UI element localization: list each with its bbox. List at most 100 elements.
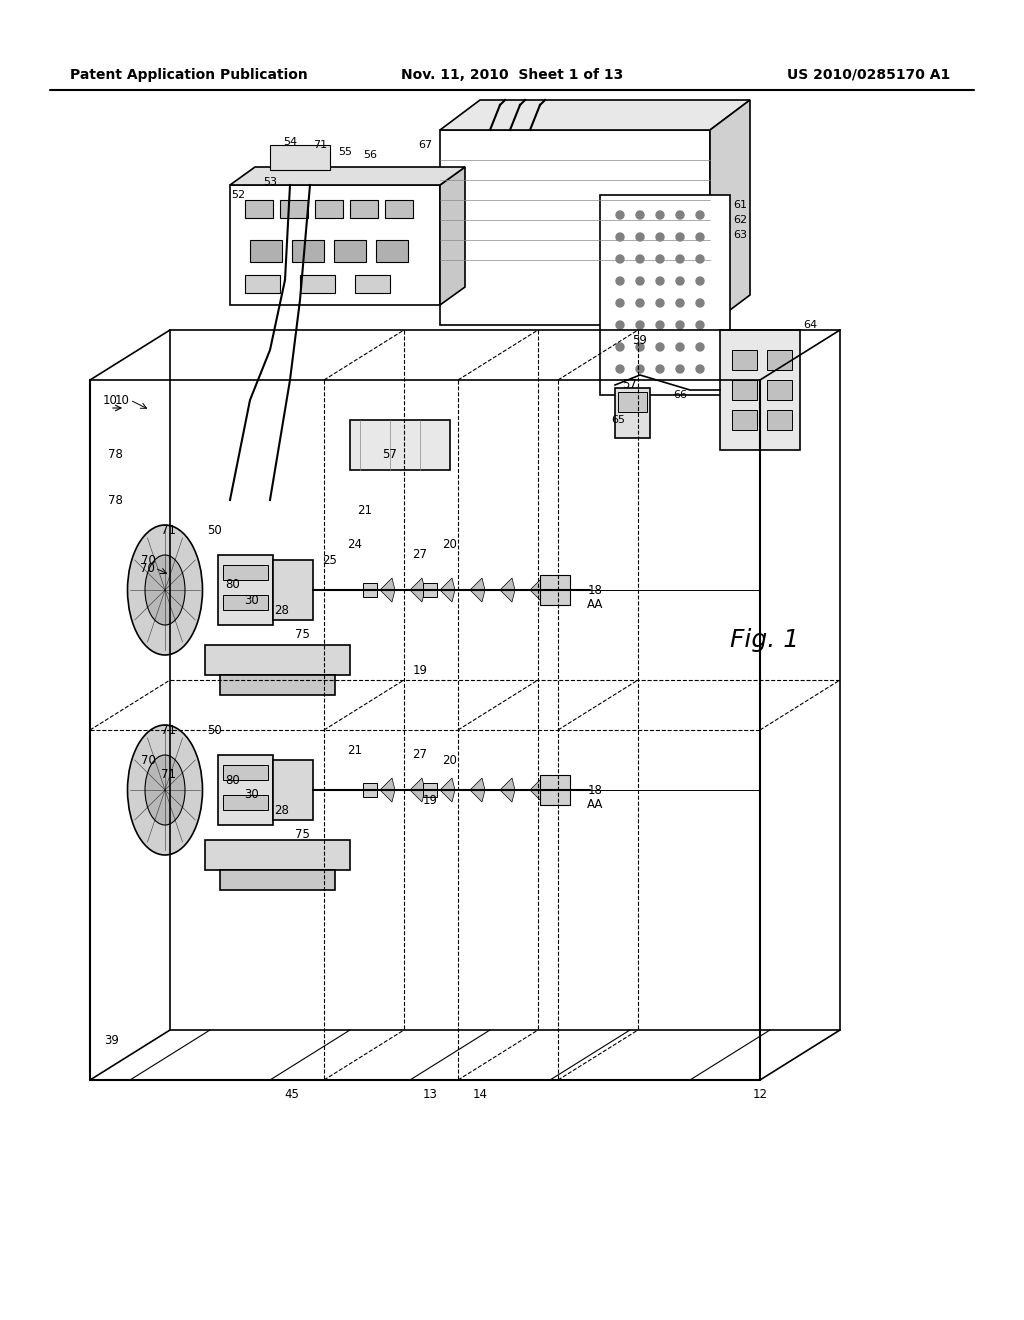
Text: 13: 13 <box>423 1089 437 1101</box>
Text: 24: 24 <box>347 539 362 552</box>
Circle shape <box>656 300 664 308</box>
Circle shape <box>696 277 705 285</box>
Circle shape <box>636 366 644 374</box>
Bar <box>205 645 350 675</box>
Polygon shape <box>720 330 800 450</box>
Bar <box>615 388 650 438</box>
Polygon shape <box>410 578 425 602</box>
Polygon shape <box>530 578 545 602</box>
Text: 30: 30 <box>245 788 259 801</box>
Text: 56: 56 <box>362 150 377 160</box>
Bar <box>540 775 570 805</box>
Circle shape <box>696 234 705 242</box>
Ellipse shape <box>145 554 185 624</box>
Text: 12: 12 <box>753 1089 768 1101</box>
Text: 70: 70 <box>140 561 155 574</box>
Circle shape <box>636 234 644 242</box>
Text: 63: 63 <box>733 230 746 240</box>
Bar <box>423 783 437 797</box>
Circle shape <box>616 211 624 219</box>
Text: 27: 27 <box>413 748 427 762</box>
Text: 14: 14 <box>472 1089 487 1101</box>
Text: 71: 71 <box>161 524 175 536</box>
Circle shape <box>696 211 705 219</box>
Bar <box>355 275 390 293</box>
Text: 80: 80 <box>225 774 241 787</box>
Text: Fig. 1: Fig. 1 <box>730 628 799 652</box>
Bar <box>220 870 335 890</box>
Bar <box>732 380 757 400</box>
Bar <box>223 766 268 780</box>
Bar <box>618 392 647 412</box>
Text: AA: AA <box>587 799 603 812</box>
Text: 71: 71 <box>313 140 327 150</box>
Text: 59: 59 <box>633 334 647 346</box>
Text: 78: 78 <box>108 494 123 507</box>
Circle shape <box>636 321 644 329</box>
Text: 28: 28 <box>274 603 290 616</box>
Text: 64: 64 <box>803 319 817 330</box>
Bar <box>292 240 324 261</box>
Polygon shape <box>500 578 515 602</box>
Polygon shape <box>710 100 750 325</box>
Circle shape <box>616 255 624 263</box>
Text: 18: 18 <box>588 583 602 597</box>
Polygon shape <box>530 777 545 803</box>
Circle shape <box>656 321 664 329</box>
Polygon shape <box>380 578 395 602</box>
Bar <box>273 760 313 820</box>
Bar <box>245 201 273 218</box>
Text: 28: 28 <box>274 804 290 817</box>
Text: 20: 20 <box>442 539 458 552</box>
Bar <box>334 240 366 261</box>
Text: 67: 67 <box>418 140 432 150</box>
Text: 39: 39 <box>104 1034 120 1047</box>
Bar <box>205 840 350 870</box>
Text: 71: 71 <box>161 768 175 781</box>
Circle shape <box>696 366 705 374</box>
Circle shape <box>656 366 664 374</box>
Text: US 2010/0285170 A1: US 2010/0285170 A1 <box>786 69 950 82</box>
Bar <box>350 420 450 470</box>
Text: 19: 19 <box>413 664 427 676</box>
Circle shape <box>636 277 644 285</box>
Circle shape <box>696 343 705 351</box>
Circle shape <box>676 234 684 242</box>
Bar <box>767 350 792 370</box>
Text: 10: 10 <box>115 393 130 407</box>
Text: 70: 70 <box>140 553 156 566</box>
Text: 71: 71 <box>161 723 175 737</box>
Circle shape <box>636 343 644 351</box>
Polygon shape <box>410 777 425 803</box>
Text: 27: 27 <box>413 549 427 561</box>
Bar <box>350 201 378 218</box>
Polygon shape <box>470 777 485 803</box>
Bar <box>218 554 273 624</box>
Circle shape <box>676 211 684 219</box>
Text: 54: 54 <box>283 137 297 147</box>
Circle shape <box>656 277 664 285</box>
Text: 66: 66 <box>673 389 687 400</box>
Circle shape <box>636 300 644 308</box>
Text: 21: 21 <box>357 503 373 516</box>
Circle shape <box>616 343 624 351</box>
Circle shape <box>636 211 644 219</box>
Ellipse shape <box>128 725 203 855</box>
Bar <box>540 576 570 605</box>
Polygon shape <box>470 578 485 602</box>
Circle shape <box>656 343 664 351</box>
Bar <box>223 565 268 579</box>
Text: 65: 65 <box>611 414 625 425</box>
Circle shape <box>616 300 624 308</box>
Bar <box>315 201 343 218</box>
Bar <box>376 240 408 261</box>
Bar <box>362 583 377 597</box>
Text: 21: 21 <box>347 743 362 756</box>
Circle shape <box>636 255 644 263</box>
Circle shape <box>676 300 684 308</box>
Text: 55: 55 <box>338 147 352 157</box>
Text: 70: 70 <box>140 754 156 767</box>
Circle shape <box>676 343 684 351</box>
Circle shape <box>656 211 664 219</box>
Polygon shape <box>380 777 395 803</box>
